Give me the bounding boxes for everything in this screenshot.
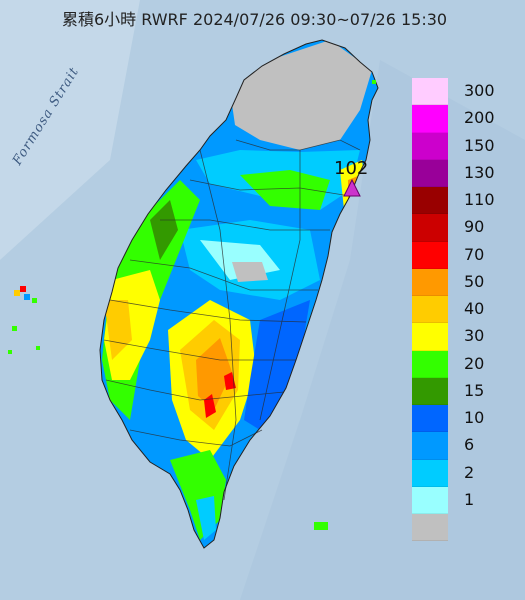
- shallow-sea-shading: [0, 0, 140, 260]
- legend-label: 200: [464, 108, 495, 128]
- max-rain-value: 102: [334, 158, 369, 179]
- rain-layer-10mm-east: [244, 300, 310, 430]
- legend-label: 40: [464, 299, 485, 318]
- legend-swatch: [412, 78, 448, 106]
- legend-label: 1: [464, 489, 475, 509]
- county-boundaries: [103, 139, 361, 501]
- map-title: 累積6小時 RWRF 2024/07/26 09:30~07/26 15:30: [62, 10, 448, 29]
- green-island: [314, 522, 328, 530]
- legend-swatch: [412, 268, 448, 296]
- legend-swatch: [412, 214, 448, 242]
- legend-swatch: [412, 377, 448, 405]
- legend-label: 90: [464, 217, 485, 237]
- rain-layer-20mm-north: [240, 170, 330, 210]
- legend-label: 2: [464, 462, 475, 482]
- legend-swatch: [412, 405, 448, 433]
- legend-swatch: [412, 296, 448, 324]
- legend-label: 70: [464, 244, 485, 264]
- legend-swatch: [412, 514, 448, 542]
- color-legend: [412, 78, 448, 542]
- legend-swatch: [412, 241, 448, 269]
- deep-sea-shading: [240, 60, 525, 600]
- rain-layer-none-central: [232, 262, 268, 282]
- legend-label: 110: [464, 190, 495, 209]
- legend-swatch: [412, 486, 448, 514]
- legend-swatch: [412, 132, 448, 160]
- legend-label: 30: [464, 326, 485, 346]
- legend-label: 150: [464, 135, 495, 155]
- legend-label: 15: [464, 380, 485, 400]
- rain-layer-40mm-coast: [104, 300, 132, 360]
- legend-label: 6: [464, 435, 475, 455]
- penghu-islands: [8, 286, 40, 354]
- legend-swatch: [412, 432, 448, 460]
- rain-layer-2mm-south: [196, 496, 216, 540]
- rain-layer-15mm-west: [150, 200, 178, 260]
- legend-label: 20: [464, 353, 485, 373]
- taiwan-island: [99, 39, 379, 549]
- legend-swatch: [412, 323, 448, 351]
- guishan-island: [372, 80, 376, 84]
- legend-label: 130: [464, 162, 495, 182]
- legend-swatch: [412, 187, 448, 215]
- legend-label: 300: [464, 81, 495, 100]
- legend-label: 50: [464, 271, 485, 291]
- legend-label: 10: [464, 408, 485, 427]
- legend-swatch: [412, 350, 448, 378]
- legend-swatch: [412, 105, 448, 133]
- legend-swatch: [412, 459, 448, 487]
- max-rain-triangle-icon: [343, 178, 361, 197]
- rain-layer-none-north: [230, 40, 372, 150]
- legend-swatch: [412, 159, 448, 187]
- rain-layer-50mm-mountain: [196, 338, 232, 410]
- rain-layer-70mm-a: [204, 394, 216, 418]
- coastline: [99, 39, 379, 549]
